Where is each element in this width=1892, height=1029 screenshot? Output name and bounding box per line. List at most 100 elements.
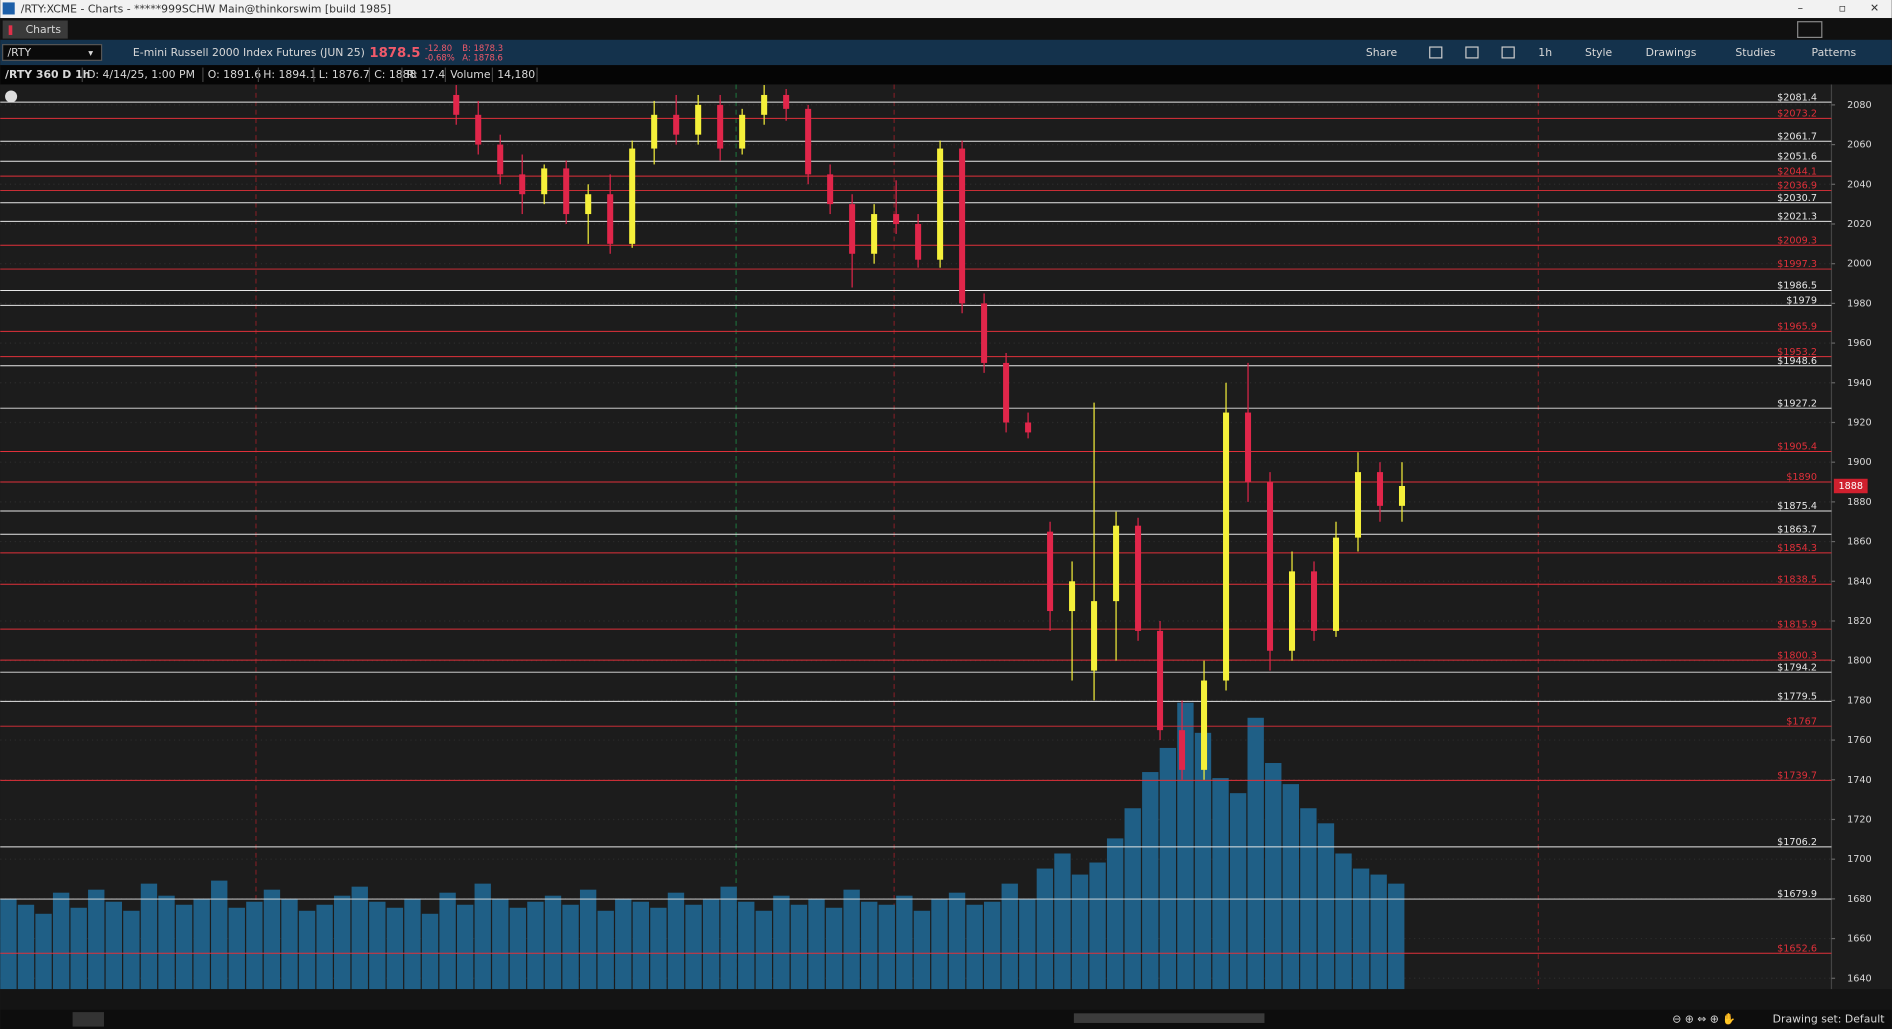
volume-bar bbox=[281, 898, 298, 990]
candle-body bbox=[805, 108, 812, 175]
y-tick-label: 1800 bbox=[1847, 656, 1872, 667]
candle-body bbox=[585, 194, 592, 215]
price-level-label: $2051.6 bbox=[1777, 151, 1817, 162]
y-tick-label: 1760 bbox=[1847, 735, 1872, 746]
dropdown-arrow[interactable]: ▾ bbox=[88, 48, 93, 59]
volume-bar bbox=[773, 895, 790, 990]
y-tick-label: 1780 bbox=[1847, 695, 1872, 706]
volume-bar bbox=[1265, 763, 1282, 990]
toolbar-button[interactable]: Drawings bbox=[1646, 46, 1697, 59]
price-level-label: $2044.1 bbox=[1777, 166, 1817, 177]
toolbar-button[interactable]: Share bbox=[1366, 46, 1398, 59]
volume-bar bbox=[931, 898, 948, 990]
volume-bar bbox=[351, 886, 368, 990]
volume-bar bbox=[738, 901, 755, 990]
candle-body bbox=[1245, 412, 1252, 483]
y-tick-label: 1860 bbox=[1847, 537, 1872, 548]
volume-bar bbox=[667, 892, 685, 990]
close-button[interactable]: ✕ bbox=[1870, 1, 1879, 14]
volume-bar bbox=[1106, 838, 1124, 990]
alert-icon[interactable] bbox=[5, 90, 18, 103]
price-level-label: $2061.7 bbox=[1777, 131, 1817, 142]
volume-bar bbox=[1142, 772, 1159, 990]
status-bar bbox=[0, 1009, 1892, 1029]
toolbar bbox=[0, 39, 1892, 66]
candle-body bbox=[651, 114, 658, 149]
volume-bar bbox=[509, 907, 527, 990]
tool-icon[interactable] bbox=[1465, 46, 1479, 59]
price-level-label: $1779.5 bbox=[1777, 692, 1817, 703]
timeframe[interactable]: 1h bbox=[1538, 46, 1552, 59]
candle-body bbox=[1201, 680, 1208, 770]
volume-bar bbox=[1159, 747, 1177, 990]
price-axis bbox=[1831, 84, 1892, 990]
y-tick-label: 2080 bbox=[1847, 100, 1872, 111]
volume-bar bbox=[421, 913, 439, 990]
price-level-label: $1652.6 bbox=[1777, 943, 1817, 954]
volume-bar bbox=[650, 907, 667, 990]
toolbar-button[interactable]: Style bbox=[1585, 46, 1613, 59]
volume-bar bbox=[1071, 874, 1089, 990]
volume-bar bbox=[597, 910, 614, 990]
tool-icon[interactable] bbox=[1429, 46, 1443, 59]
maximize-button[interactable]: ▫ bbox=[1839, 1, 1846, 14]
charts-tab[interactable] bbox=[2, 20, 68, 39]
price-level-label: $1679.9 bbox=[1777, 889, 1817, 900]
change-pct: -0.68% bbox=[425, 52, 455, 62]
volume-bar bbox=[456, 904, 474, 990]
symbol: /RTY bbox=[7, 46, 31, 59]
price-level-label: $1863.7 bbox=[1777, 524, 1817, 535]
candle-body bbox=[1267, 482, 1274, 651]
price-level-label: $2073.2 bbox=[1777, 109, 1817, 120]
volume-bar bbox=[316, 904, 333, 990]
info-volume: 14,180 bbox=[497, 68, 535, 81]
volume-bar bbox=[527, 901, 544, 990]
volume-bar bbox=[1282, 784, 1300, 990]
collapse-button[interactable] bbox=[72, 1012, 104, 1027]
volume-bar bbox=[404, 898, 421, 990]
price-level-label: $1927.2 bbox=[1777, 398, 1817, 409]
volume-bar bbox=[808, 898, 825, 990]
tab-icon bbox=[8, 25, 13, 35]
volume-bars bbox=[0, 702, 1405, 990]
info-high: H: 1894.1 bbox=[263, 68, 316, 81]
toolbar-button[interactable]: Patterns bbox=[1812, 46, 1857, 59]
time-axis bbox=[0, 989, 1892, 1010]
candle-body bbox=[761, 94, 768, 115]
candle-body bbox=[629, 148, 636, 244]
toolbar-button[interactable]: Studies bbox=[1735, 46, 1776, 59]
scrollbar[interactable] bbox=[1073, 1013, 1265, 1023]
candle-body bbox=[827, 174, 834, 205]
minimize-button[interactable]: – bbox=[1798, 1, 1803, 14]
price-level-label: $1986.5 bbox=[1777, 281, 1817, 292]
price-level-label: $1815.9 bbox=[1777, 619, 1817, 630]
candle-body bbox=[717, 104, 724, 149]
info-close: C: 1888 bbox=[374, 68, 416, 81]
y-tick-label: 2020 bbox=[1847, 219, 1872, 230]
symbol-input[interactable] bbox=[2, 44, 103, 61]
volume-bar bbox=[966, 904, 983, 990]
candle-body bbox=[915, 223, 922, 260]
volume-bar bbox=[1194, 732, 1212, 990]
volume-bar bbox=[685, 904, 702, 990]
volume-bar bbox=[1001, 883, 1018, 990]
window-title: /RTY:XCME - Charts - *****999SCHW Main@t… bbox=[21, 3, 391, 16]
volume-bar bbox=[1212, 778, 1229, 990]
price-level-label: $2081.4 bbox=[1777, 92, 1817, 103]
y-tick-label: 1680 bbox=[1847, 894, 1872, 905]
layout-button[interactable] bbox=[1797, 21, 1823, 38]
volume-bar bbox=[334, 895, 351, 990]
y-tick-label: 2040 bbox=[1847, 179, 1872, 190]
volume-bar bbox=[0, 898, 17, 990]
volume-bar bbox=[246, 901, 263, 990]
candles bbox=[453, 85, 1406, 780]
price-level-label: $2030.7 bbox=[1777, 193, 1817, 204]
zoom-tools[interactable]: ⊖ ⊕ ⇔ ⊕ ✋ bbox=[1672, 1012, 1736, 1025]
app-icon bbox=[2, 2, 15, 15]
description: E-mini Russell 2000 Index Futures (JUN 2… bbox=[133, 46, 365, 59]
candle-body bbox=[519, 174, 526, 195]
y-tick-label: 1840 bbox=[1847, 576, 1872, 587]
tool-icon[interactable] bbox=[1501, 46, 1515, 59]
